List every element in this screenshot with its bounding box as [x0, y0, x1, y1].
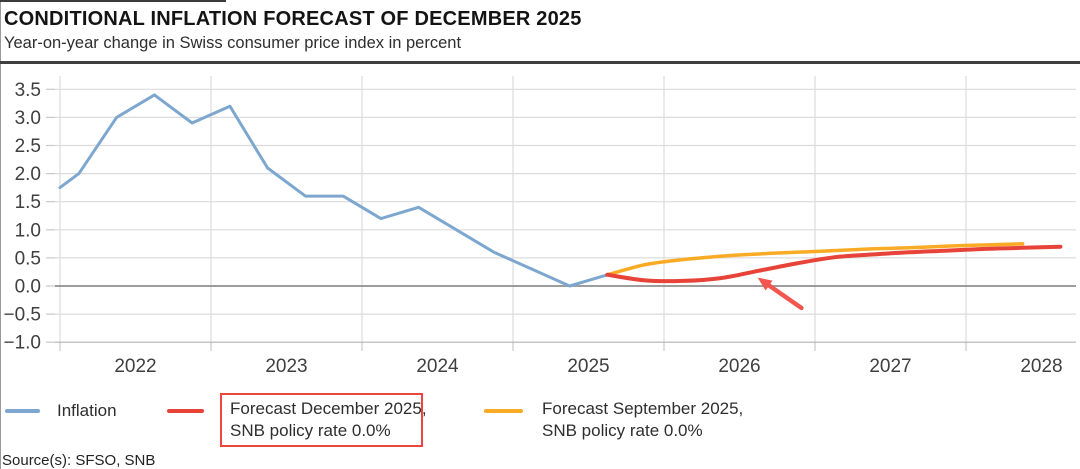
y-tick-label: 3.0	[15, 108, 41, 129]
chart-title: CONDITIONAL INFLATION FORECAST OF DECEMB…	[4, 8, 582, 30]
inflation-line-swatch-icon	[5, 409, 40, 413]
header-divider	[0, 61, 1080, 64]
chart-subtitle: Year-on-year change in Swiss consumer pr…	[4, 34, 462, 52]
legend-label-line: Forecast September 2025,	[542, 399, 744, 418]
forecast-december-line-swatch-icon	[167, 409, 204, 413]
y-tick-label: −1.0	[3, 333, 41, 354]
annotation-arrow-head-icon	[757, 277, 773, 291]
legend-label-line: Inflation	[57, 401, 117, 420]
top-partial-border	[0, 0, 226, 2]
line-inflation	[58, 93, 609, 288]
legend-item-forecast-december: Forecast December 2025, SNB policy rate …	[230, 398, 427, 442]
source-note: Source(s): SFSO, SNB	[2, 452, 156, 469]
legend-label-line: Forecast December 2025,	[230, 399, 427, 418]
x-tick-label: 2022	[114, 356, 156, 377]
annotation-arrow-shaft	[764, 281, 804, 311]
legend-item-inflation: Inflation	[57, 400, 117, 422]
y-tick-label: 2.0	[15, 164, 41, 185]
line-forecast-september-2025	[605, 242, 1025, 277]
line-forecast-december-2025	[605, 244, 1063, 284]
legend-highlight-box	[220, 393, 423, 447]
y-tick-label: 1.0	[15, 220, 41, 241]
legend-label-line: SNB policy rate 0.0%	[542, 421, 703, 440]
forecast-september-line-swatch-icon	[484, 409, 523, 413]
x-tick-label: 2028	[1020, 356, 1062, 377]
y-tick-label: 0.0	[15, 277, 41, 298]
y-tick-label: 3.5	[15, 80, 41, 101]
x-tick-label: 2026	[718, 356, 760, 377]
x-tick-label: 2027	[869, 356, 911, 377]
legend-item-forecast-september: Forecast September 2025, SNB policy rate…	[542, 398, 743, 442]
y-tick-label: 2.5	[15, 136, 41, 157]
x-tick-label: 2025	[567, 356, 609, 377]
y-tick-label: 0.5	[15, 248, 41, 269]
legend-label-line: SNB policy rate 0.0%	[230, 421, 391, 440]
x-tick-label: 2024	[416, 356, 459, 377]
y-tick-label: −0.5	[3, 305, 41, 326]
left-border	[0, 0, 1, 469]
x-tick-label: 2023	[265, 356, 307, 377]
y-tick-label: 1.5	[15, 192, 41, 213]
